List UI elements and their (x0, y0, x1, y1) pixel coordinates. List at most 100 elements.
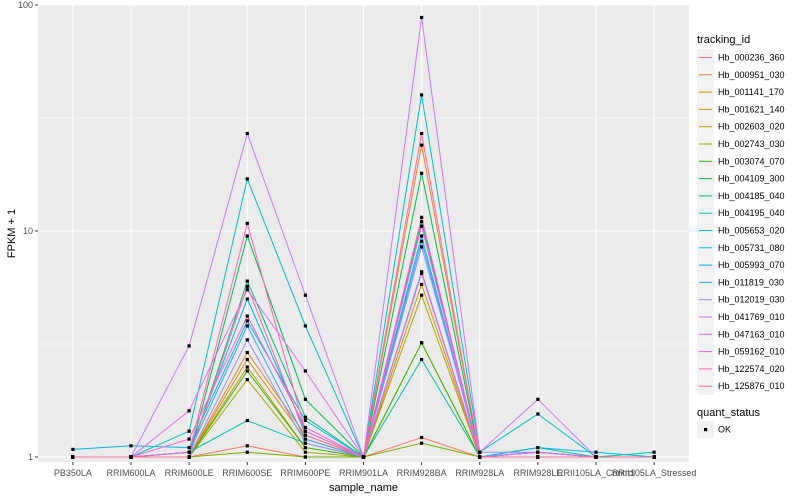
data-point (420, 341, 423, 344)
data-point (304, 446, 307, 449)
legend-label: Hb_059162_010 (718, 347, 785, 357)
square-marker-icon (704, 428, 707, 431)
x-tick-label: RRIM928BA (397, 468, 447, 478)
data-point (304, 438, 307, 441)
x-tick-label: RRIM600LE (165, 468, 214, 478)
data-point (420, 132, 423, 135)
data-point (362, 455, 365, 458)
y-axis-title: FPKM + 1 (6, 209, 18, 258)
y-tick-label: 1 (28, 452, 33, 462)
data-point (304, 430, 307, 433)
data-point (246, 365, 249, 368)
data-point (420, 216, 423, 219)
data-point (246, 444, 249, 447)
x-tick-label: RRII105LA_Stressed (612, 468, 697, 478)
data-point (304, 294, 307, 297)
data-point (420, 442, 423, 445)
data-point (188, 455, 191, 458)
shape-legend-label: OK (718, 425, 731, 435)
data-point (188, 446, 191, 449)
x-tick-label: PB350LA (54, 468, 92, 478)
data-point (188, 344, 191, 347)
y-tick-label: 100 (18, 0, 33, 10)
data-point (420, 144, 423, 147)
data-point (304, 455, 307, 458)
data-point (188, 451, 191, 454)
data-point (420, 283, 423, 286)
legend-label: Hb_041769_010 (718, 312, 785, 322)
data-point (304, 426, 307, 429)
data-point (420, 220, 423, 223)
data-point (653, 455, 656, 458)
x-tick-label: RRIM901LA (339, 468, 388, 478)
x-axis-title: sample_name (329, 482, 398, 494)
data-point (420, 93, 423, 96)
data-point (420, 234, 423, 237)
x-tick-label: RRIM928LA (455, 468, 504, 478)
data-point (246, 222, 249, 225)
data-point (246, 358, 249, 361)
legend-label: Hb_004109_300 (718, 174, 785, 184)
data-point (246, 315, 249, 318)
data-point (246, 297, 249, 300)
data-point (246, 132, 249, 135)
data-point (304, 369, 307, 372)
legend-label: Hb_047163_010 (718, 329, 785, 339)
data-point (246, 288, 249, 291)
data-point (653, 451, 656, 454)
data-point (304, 416, 307, 419)
legend-label: Hb_005653_020 (718, 226, 785, 236)
data-point (478, 451, 481, 454)
data-point (304, 451, 307, 454)
y-tick-label: 10 (23, 226, 33, 236)
legend-label: Hb_001141_170 (718, 87, 784, 97)
data-point (71, 448, 74, 451)
data-point (420, 436, 423, 439)
shape-legend-title: quant_status (697, 407, 760, 419)
data-point (536, 412, 539, 415)
legend-label: Hb_000236_360 (718, 53, 785, 63)
data-point (246, 285, 249, 288)
legend-label: Hb_001621_140 (718, 104, 785, 114)
data-point (304, 434, 307, 437)
data-point (304, 398, 307, 401)
data-point (246, 419, 249, 422)
data-point (536, 446, 539, 449)
data-point (246, 369, 249, 372)
x-tick-label: RRIM600PE (280, 468, 330, 478)
x-tick-label: RRIM600LA (106, 468, 155, 478)
legend-label: Hb_003074_070 (718, 156, 785, 166)
legend-label: Hb_004195_040 (718, 208, 785, 218)
x-tick-label: RRIM928LE (513, 468, 562, 478)
data-point (594, 455, 597, 458)
x-tick-label: RRIM600SE (222, 468, 272, 478)
legend-label: Hb_012019_030 (718, 295, 785, 305)
legend-label: Hb_000951_030 (718, 70, 785, 80)
data-point (246, 234, 249, 237)
data-point (420, 358, 423, 361)
data-point (246, 351, 249, 354)
data-point (420, 272, 423, 275)
legend-label: Hb_005731_080 (718, 243, 785, 253)
data-point (129, 444, 132, 447)
legend-label: Hb_005993_070 (718, 260, 785, 270)
legend-label: Hb_125876_010 (718, 381, 785, 391)
legend-label: Hb_122574_020 (718, 364, 785, 374)
data-point (536, 455, 539, 458)
data-point (246, 338, 249, 341)
legend-label: Hb_002743_030 (718, 139, 785, 149)
legend-label: Hb_004185_040 (718, 191, 785, 201)
data-point (246, 280, 249, 283)
data-point (304, 419, 307, 422)
data-point (246, 451, 249, 454)
data-point (71, 455, 74, 458)
data-point (188, 438, 191, 441)
legend-label: Hb_002603_020 (718, 122, 785, 132)
data-point (478, 455, 481, 458)
data-point (129, 455, 132, 458)
data-point (420, 172, 423, 175)
data-point (246, 324, 249, 327)
data-point (188, 430, 191, 433)
data-point (420, 240, 423, 243)
